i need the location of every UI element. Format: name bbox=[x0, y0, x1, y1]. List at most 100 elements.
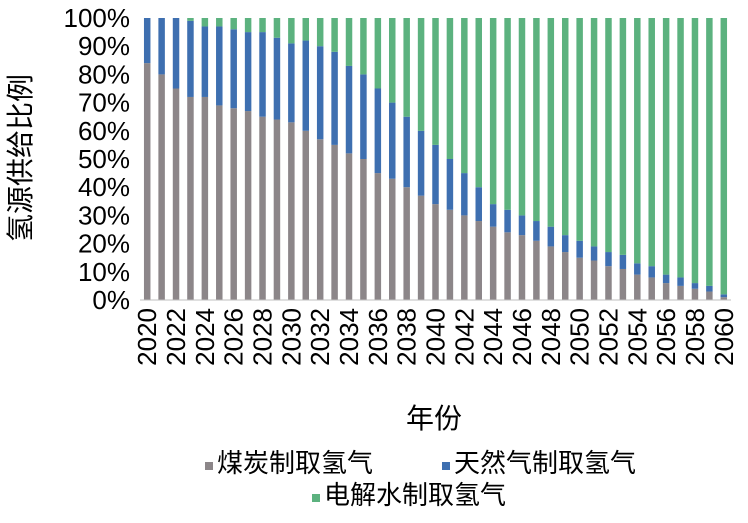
bar-segment-series-1-2038 bbox=[403, 187, 410, 300]
bar-segment-series-2-2058 bbox=[691, 283, 699, 289]
bar-segment-series-1-2041 bbox=[446, 209, 454, 300]
bar-segment-series-3-2047 bbox=[533, 18, 540, 222]
y-axis-ticks: 0%10%20%30%40%50%60%70%80%90%100% bbox=[64, 3, 131, 315]
bar-segment-series-3-2040 bbox=[432, 18, 439, 145]
bar-segment-series-3-2031 bbox=[302, 18, 310, 41]
bar-segment-series-3-2050 bbox=[576, 18, 583, 241]
x-tick-label: 2042 bbox=[449, 308, 479, 366]
bar-segment-series-1-2030 bbox=[288, 122, 295, 300]
bar-segment-series-3-2041 bbox=[446, 18, 454, 159]
bar-segment-series-1-2024 bbox=[201, 96, 209, 301]
y-tick-label: 60% bbox=[78, 116, 130, 146]
bar-segment-series-3-2027 bbox=[244, 18, 252, 33]
x-tick-label: 2028 bbox=[248, 308, 278, 366]
x-tick-label: 2054 bbox=[622, 308, 652, 366]
x-tick-label: 2050 bbox=[565, 308, 595, 366]
bar-segment-series-1-2043 bbox=[475, 221, 482, 300]
bar-segment-series-2-2049 bbox=[561, 235, 569, 253]
bar-segment-series-3-2029 bbox=[273, 18, 281, 38]
bar-segment-series-2-2031 bbox=[302, 40, 310, 131]
x-tick-label: 2020 bbox=[132, 308, 162, 366]
bar-segment-series-2-2055 bbox=[648, 266, 655, 278]
x-tick-label: 2056 bbox=[651, 308, 681, 366]
bar-segment-series-1-2059 bbox=[706, 291, 713, 300]
bar-segment-series-2-2035 bbox=[360, 74, 367, 159]
y-tick-label: 30% bbox=[78, 200, 130, 230]
bar-segment-series-3-2042 bbox=[461, 18, 468, 174]
bar-segment-series-1-2025 bbox=[216, 105, 223, 300]
bar-segment-series-1-2029 bbox=[273, 119, 281, 301]
bar-segment-series-1-2050 bbox=[576, 257, 583, 300]
bar-segment-series-2-2021 bbox=[158, 18, 165, 75]
x-tick-label: 2026 bbox=[219, 308, 249, 366]
bar-segment-series-2-2030 bbox=[288, 43, 295, 123]
bar-segment-series-2-2060 bbox=[720, 294, 728, 298]
bar-segment-series-1-2020 bbox=[143, 63, 151, 301]
bar-segment-series-2-2037 bbox=[389, 102, 396, 179]
bar-segment-series-2-2048 bbox=[547, 226, 555, 247]
x-tick-label: 2022 bbox=[161, 308, 191, 366]
y-tick-label: 0% bbox=[92, 285, 130, 315]
bar-segment-series-1-2051 bbox=[590, 260, 598, 300]
bar-segment-series-1-2031 bbox=[302, 130, 310, 300]
x-axis-ticks: 2020202220242026202820302032203420362038… bbox=[132, 308, 739, 366]
bar-segment-series-3-2053 bbox=[619, 18, 627, 255]
bar-segment-series-3-2039 bbox=[417, 18, 425, 131]
bar-segment-series-2-2044 bbox=[489, 204, 497, 227]
bar-segment-series-1-2023 bbox=[187, 96, 194, 301]
bar-segment-series-1-2058 bbox=[691, 288, 699, 300]
bar-segment-series-2-2020 bbox=[143, 18, 151, 64]
bar-segment-series-2-2038 bbox=[403, 116, 410, 188]
bar-segment-series-1-2021 bbox=[158, 74, 165, 301]
bar-segment-series-3-2033 bbox=[331, 18, 338, 52]
bar-segment-series-3-2026 bbox=[230, 18, 237, 30]
bars bbox=[143, 18, 728, 301]
bar-segment-series-1-2022 bbox=[172, 88, 180, 300]
bar-segment-series-2-2042 bbox=[461, 173, 468, 216]
bar-segment-series-2-2027 bbox=[244, 32, 252, 112]
bar-segment-series-2-2023 bbox=[187, 20, 194, 97]
bar-segment-series-3-2057 bbox=[677, 18, 684, 278]
bar-segment-series-1-2054 bbox=[634, 274, 641, 300]
bar-segment-series-2-2041 bbox=[446, 159, 454, 210]
bar-segment-series-3-2036 bbox=[374, 18, 382, 89]
y-tick-label: 100% bbox=[64, 3, 131, 33]
y-tick-label: 70% bbox=[78, 88, 130, 118]
bar-segment-series-1-2045 bbox=[504, 232, 511, 300]
x-tick-label: 2046 bbox=[507, 308, 537, 366]
bar-segment-series-3-2023 bbox=[187, 18, 194, 21]
bar-segment-series-1-2032 bbox=[316, 139, 324, 300]
legend-swatch-series-1 bbox=[205, 462, 213, 470]
y-tick-label: 90% bbox=[78, 31, 130, 61]
bar-segment-series-1-2055 bbox=[648, 277, 655, 300]
bar-segment-series-1-2060 bbox=[720, 297, 728, 300]
bar-segment-series-3-2032 bbox=[316, 18, 324, 47]
bar-segment-series-3-2024 bbox=[201, 18, 209, 27]
bar-segment-series-1-2044 bbox=[489, 226, 497, 300]
bar-segment-series-1-2039 bbox=[417, 195, 425, 300]
bar-segment-series-2-2024 bbox=[201, 26, 209, 97]
bar-segment-series-1-2042 bbox=[461, 215, 468, 300]
bar-segment-series-3-2056 bbox=[662, 18, 670, 275]
bar-segment-series-1-2037 bbox=[389, 178, 396, 300]
bar-segment-series-3-2048 bbox=[547, 18, 555, 227]
x-tick-label: 2048 bbox=[536, 308, 566, 366]
bar-segment-series-1-2028 bbox=[259, 116, 266, 300]
bar-segment-series-2-2028 bbox=[259, 32, 266, 117]
x-tick-label: 2038 bbox=[392, 308, 422, 366]
bar-segment-series-3-2037 bbox=[389, 18, 396, 103]
bar-segment-series-3-2025 bbox=[216, 18, 223, 27]
bar-segment-series-2-2029 bbox=[273, 37, 281, 120]
x-tick-label: 2044 bbox=[478, 308, 508, 366]
bar-segment-series-1-2047 bbox=[533, 240, 540, 300]
x-tick-label: 2034 bbox=[334, 308, 364, 366]
bar-segment-series-2-2054 bbox=[634, 263, 641, 275]
x-axis-title: 年份 bbox=[406, 402, 462, 435]
bar-segment-series-2-2056 bbox=[662, 274, 670, 284]
legend-label-series-2: 天然气制取氢气 bbox=[454, 449, 636, 479]
bar-segment-series-2-2036 bbox=[374, 88, 382, 174]
bar-segment-series-1-2036 bbox=[374, 173, 382, 300]
bar-segment-series-2-2034 bbox=[345, 65, 353, 154]
